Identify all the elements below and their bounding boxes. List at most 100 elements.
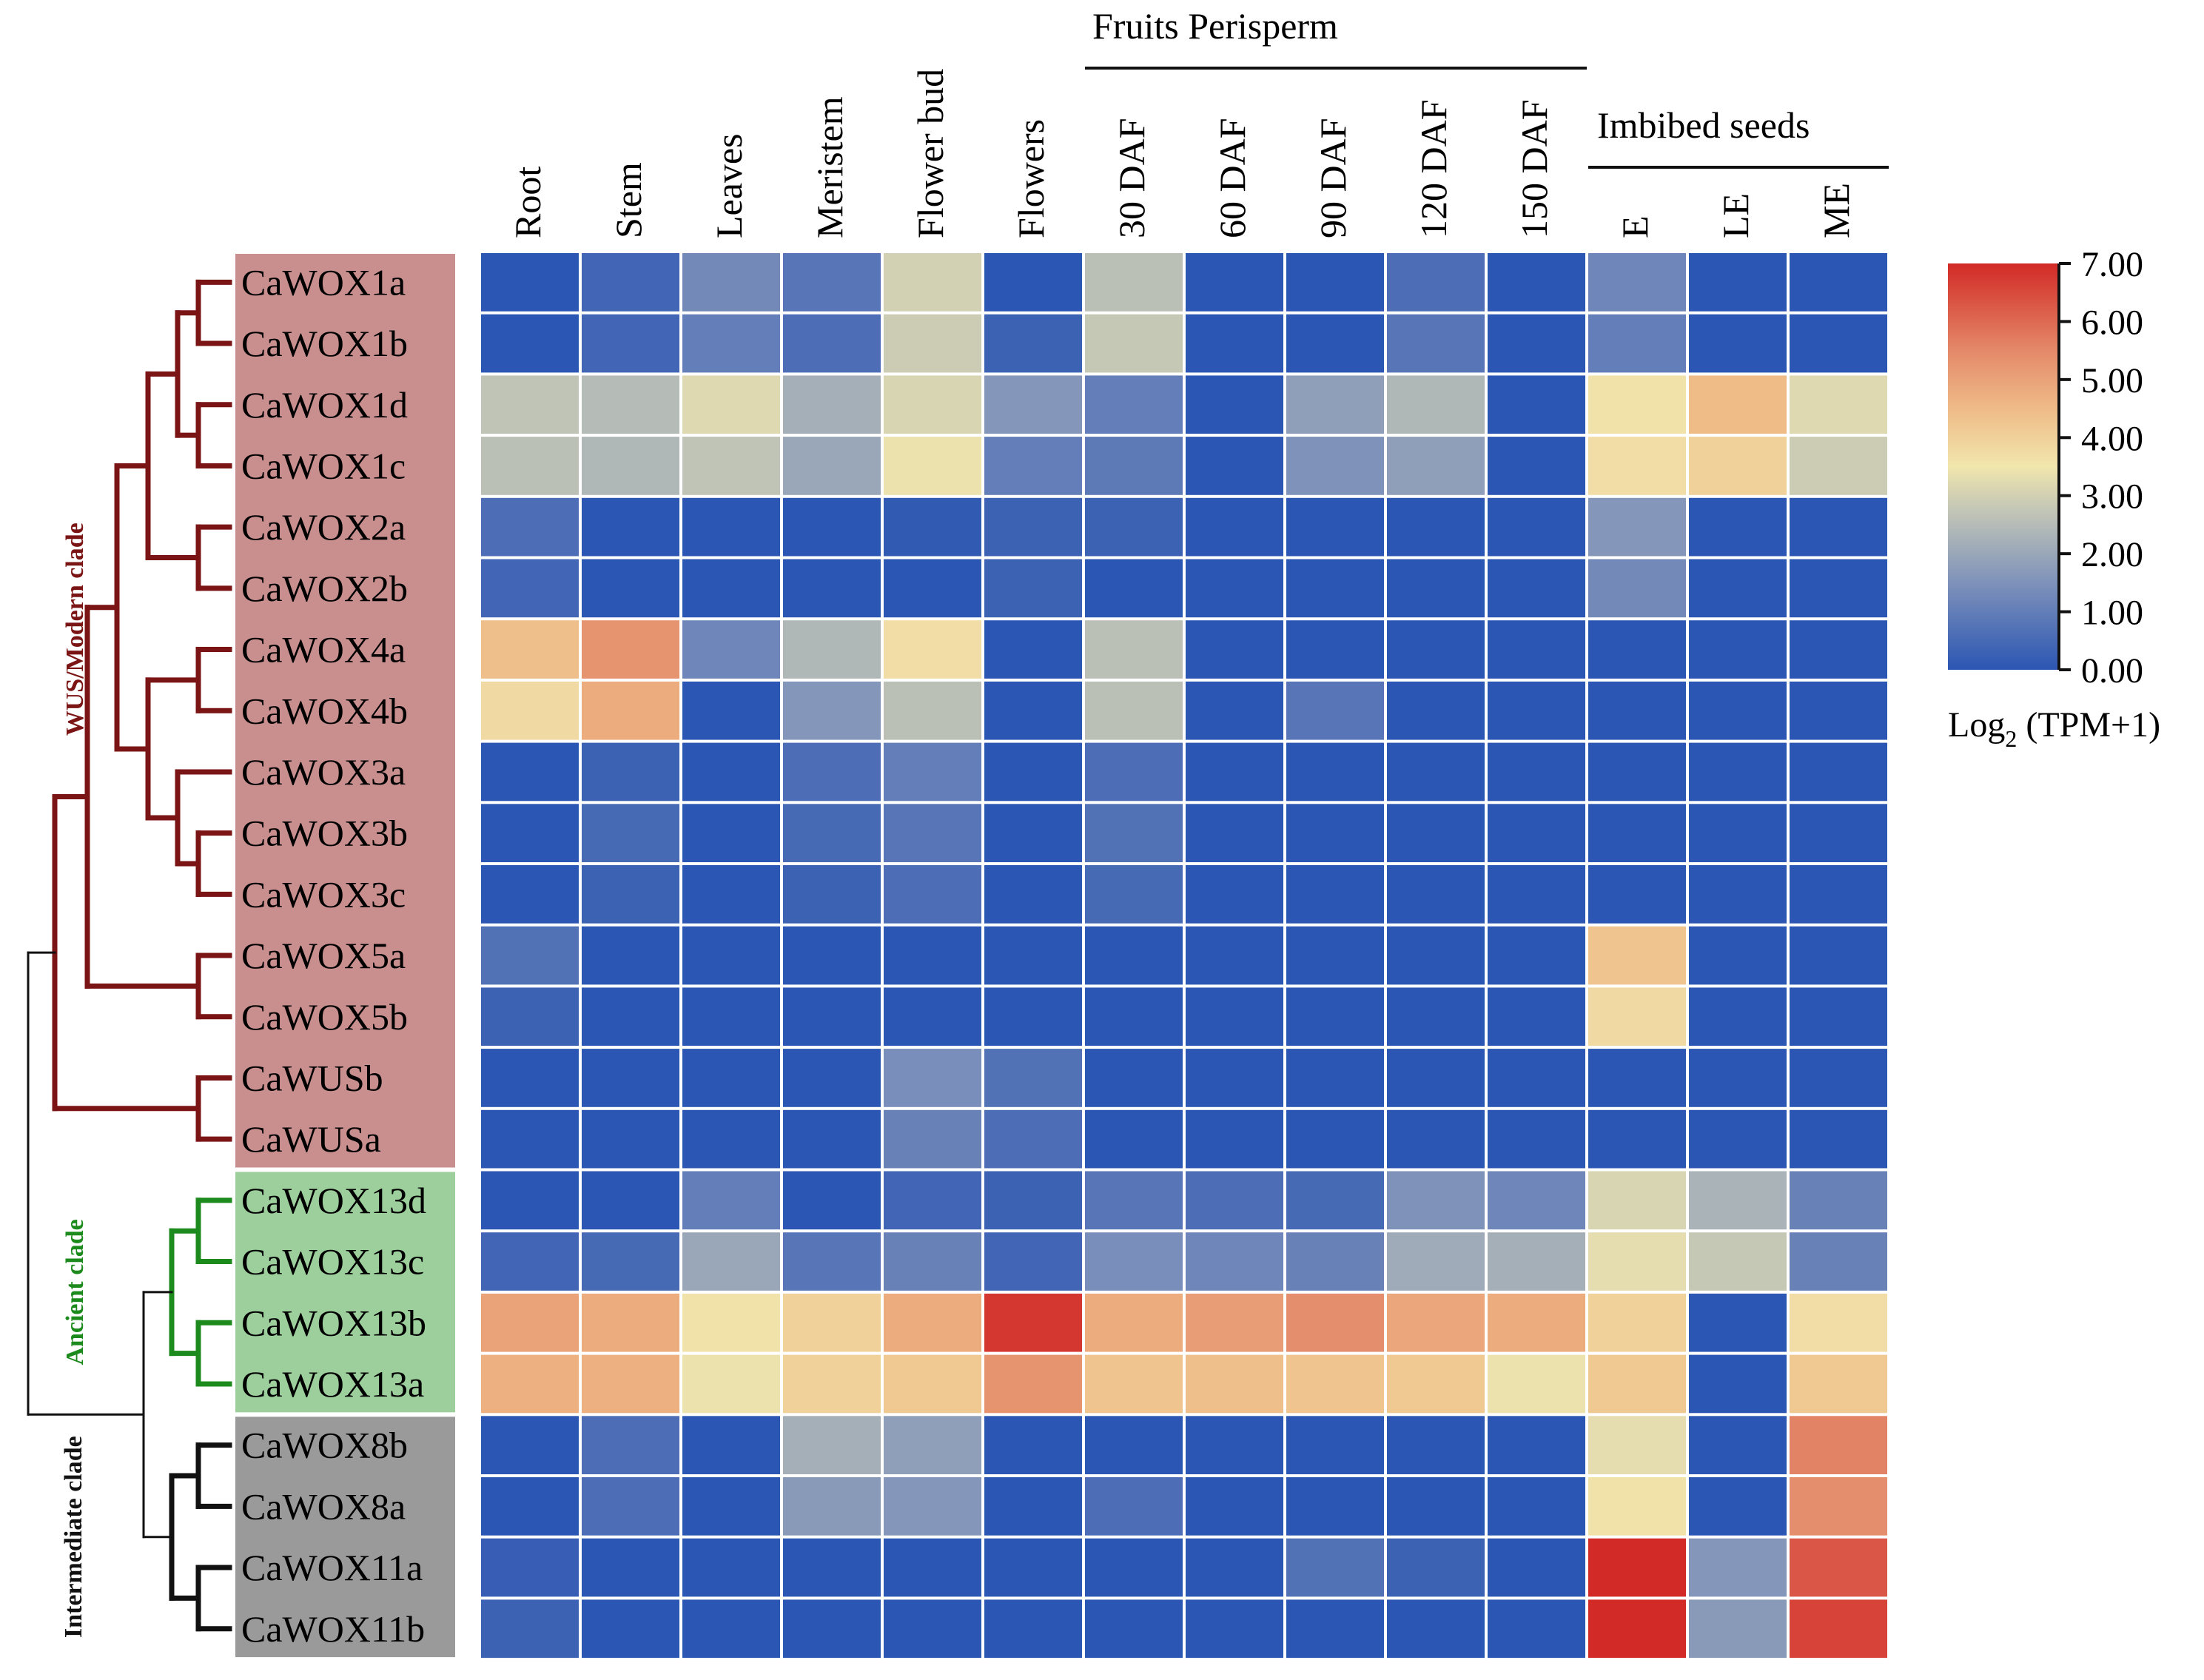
heatmap-cell-CaWOX1b-12: [1689, 314, 1787, 373]
heatmap-cell-CaWOX2a-9: [1387, 497, 1485, 557]
heatmap-cell-CaWOX13c-11: [1588, 1232, 1686, 1291]
heatmap-cell-CaWOX8a-9: [1387, 1477, 1485, 1536]
heatmap-cell-CaWOX1a-2: [682, 253, 780, 312]
heatmap-cell-CaWOX2a-3: [783, 497, 881, 557]
heatmap-cell-CaWUSb-6: [1085, 1049, 1183, 1107]
row-label-CaWOX1d: CaWOX1d: [241, 384, 408, 426]
heatmap-cell-CaWOX1d-0: [481, 375, 579, 434]
heatmap-cell-CaWOX2b-11: [1588, 559, 1686, 618]
heatmap-cell-CaWOX13d-13: [1790, 1171, 1887, 1230]
column-label-2: Leaves: [708, 133, 750, 238]
phylogenetic-tree: [27, 279, 232, 1632]
heatmap-cell-CaWOX13b-1: [582, 1293, 679, 1352]
heatmap-cell-CaWOX3a-11: [1588, 742, 1686, 802]
heatmap-cell-CaWOX2a-10: [1488, 497, 1585, 557]
heatmap-cell-CaWOX3b-13: [1790, 804, 1887, 862]
heatmap-cell-CaWOX5a-4: [884, 926, 981, 985]
heatmap-cell-CaWOX1d-1: [582, 375, 679, 434]
heatmap-cell-CaWOX2b-13: [1790, 559, 1887, 618]
heatmap-cell-CaWOX1a-3: [783, 253, 881, 312]
heatmap-cell-CaWOX2a-6: [1085, 497, 1183, 557]
heatmap-cell-CaWOX13d-7: [1186, 1171, 1283, 1230]
heatmap-cell-CaWOX11a-13: [1790, 1538, 1887, 1597]
heatmap-cell-CaWOX4a-5: [984, 620, 1082, 679]
heatmap-cell-CaWOX11b-8: [1286, 1599, 1384, 1659]
heatmap-cell-CaWOX5b-2: [682, 987, 780, 1046]
heatmap-cell-CaWOX4b-9: [1387, 681, 1485, 740]
heatmap-cell-CaWUSb-11: [1588, 1049, 1686, 1107]
heatmap-cell-CaWOX11a-9: [1387, 1538, 1485, 1597]
heatmap-cell-CaWOX13a-4: [884, 1354, 981, 1414]
heatmap-cell-CaWOX4a-1: [582, 620, 679, 679]
heatmap-cell-CaWOX8b-3: [783, 1416, 881, 1474]
column-label-4: Flower bud: [910, 69, 951, 238]
heatmap-cell-CaWOX1a-9: [1387, 253, 1485, 312]
heatmap-cell-CaWOX1b-9: [1387, 314, 1485, 373]
heatmap-cell-CaWOX5b-10: [1488, 987, 1585, 1046]
row-label-CaWOX5a: CaWOX5a: [241, 935, 406, 976]
heatmap-cell-CaWOX3a-0: [481, 742, 579, 802]
heatmap-cell-CaWOX4a-3: [783, 620, 881, 679]
column-labels: Root Stem Leaves Meristem Flower bud Flowers 3…: [507, 69, 1857, 238]
heatmap-cell-CaWOX5b-4: [884, 987, 981, 1046]
heatmap-cell-CaWOX11b-13: [1790, 1599, 1887, 1659]
heatmap-cell-CaWOX11b-11: [1588, 1599, 1686, 1659]
heatmap-cell-CaWOX3a-12: [1689, 742, 1787, 802]
clade-labels: WUS/Modern clade Ancient clade Intermediat…: [60, 523, 89, 1638]
heatmap-cell-CaWOX4a-4: [884, 620, 981, 679]
heatmap-cell-CaWOX4b-6: [1085, 681, 1183, 740]
heatmap-cell-CaWOX4b-3: [783, 681, 881, 740]
heatmap-cell-CaWOX11b-3: [783, 1599, 881, 1659]
heatmap-cell-CaWOX1b-5: [984, 314, 1082, 373]
heatmap-cell-CaWOX13c-7: [1186, 1232, 1283, 1291]
heatmap-cell-CaWOX8b-2: [682, 1416, 780, 1474]
heatmap-cell-CaWOX13d-6: [1085, 1171, 1183, 1230]
heatmap-cell-CaWOX1c-9: [1387, 437, 1485, 495]
column-label-13: ME: [1815, 183, 1857, 238]
heatmap-cell-CaWOX13c-3: [783, 1232, 881, 1291]
heatmap-cell-CaWOX11b-6: [1085, 1599, 1183, 1659]
heatmap-cell-CaWOX13d-0: [481, 1171, 579, 1230]
column-label-12: LE: [1715, 193, 1756, 238]
colorbar-title-main: Log: [1948, 705, 2005, 745]
heatmap-cell-CaWOX5b-9: [1387, 987, 1485, 1046]
heatmap-cell-CaWOX4b-0: [481, 681, 579, 740]
heatmap-cell-CaWOX1c-12: [1689, 437, 1787, 495]
heatmap-cell-CaWOX13d-2: [682, 1171, 780, 1230]
heatmap-cell-CaWOX1c-3: [783, 437, 881, 495]
heatmap-cell-CaWOX3b-3: [783, 804, 881, 862]
heatmap-cell-CaWUSb-3: [783, 1049, 881, 1107]
heatmap-cell-CaWOX3c-2: [682, 865, 780, 924]
heatmap-cell-CaWOX1c-8: [1286, 437, 1384, 495]
heatmap-cell-CaWOX13d-3: [783, 1171, 881, 1230]
heatmap-cell-CaWOX13c-4: [884, 1232, 981, 1291]
heatmap-cell-CaWOX5a-5: [984, 926, 1082, 985]
heatmap-cell-CaWOX13a-3: [783, 1354, 881, 1414]
heatmap-cell-CaWOX8a-5: [984, 1477, 1082, 1536]
heatmap-cell-CaWOX2b-6: [1085, 559, 1183, 618]
row-label-CaWOX3b: CaWOX3b: [241, 813, 408, 854]
heatmap-cell-CaWOX1d-10: [1488, 375, 1585, 434]
heatmap-cell-CaWOX8b-0: [481, 1416, 579, 1474]
heatmap-cell-CaWOX1a-6: [1085, 253, 1183, 312]
heatmap-cell-CaWOX8a-2: [682, 1477, 780, 1536]
column-label-1: Stem: [608, 162, 649, 238]
heatmap-cell-CaWOX1d-5: [984, 375, 1082, 434]
heatmap-cell-CaWUSa-3: [783, 1109, 881, 1169]
heatmap-cell-CaWOX3a-9: [1387, 742, 1485, 802]
heatmap-cell-CaWOX13a-2: [682, 1354, 780, 1414]
colorbar-legend: 7.00 6.00 5.00 4.00 3.00 2.00 1.00 0.00 Log2 (TP…: [1948, 245, 2160, 752]
heatmap-cell-CaWOX1c-4: [884, 437, 981, 495]
colorbar-tick-label-3: 4.00: [2081, 419, 2143, 458]
heatmap-cell-CaWOX13c-13: [1790, 1232, 1887, 1291]
heatmap-cell-CaWOX11b-9: [1387, 1599, 1485, 1659]
heatmap-cell-CaWOX4b-12: [1689, 681, 1787, 740]
heatmap-cell-CaWUSa-0: [481, 1109, 579, 1169]
heatmap-cell-CaWOX13d-10: [1488, 1171, 1585, 1230]
heatmap-cell-CaWUSa-8: [1286, 1109, 1384, 1169]
heatmap-cell-CaWOX11a-8: [1286, 1538, 1384, 1597]
heatmap-cell-CaWOX3c-1: [582, 865, 679, 924]
heatmap-cell-CaWOX11b-4: [884, 1599, 981, 1659]
heatmap-cell-CaWOX13c-5: [984, 1232, 1082, 1291]
heatmap-cell-CaWOX8b-6: [1085, 1416, 1183, 1474]
